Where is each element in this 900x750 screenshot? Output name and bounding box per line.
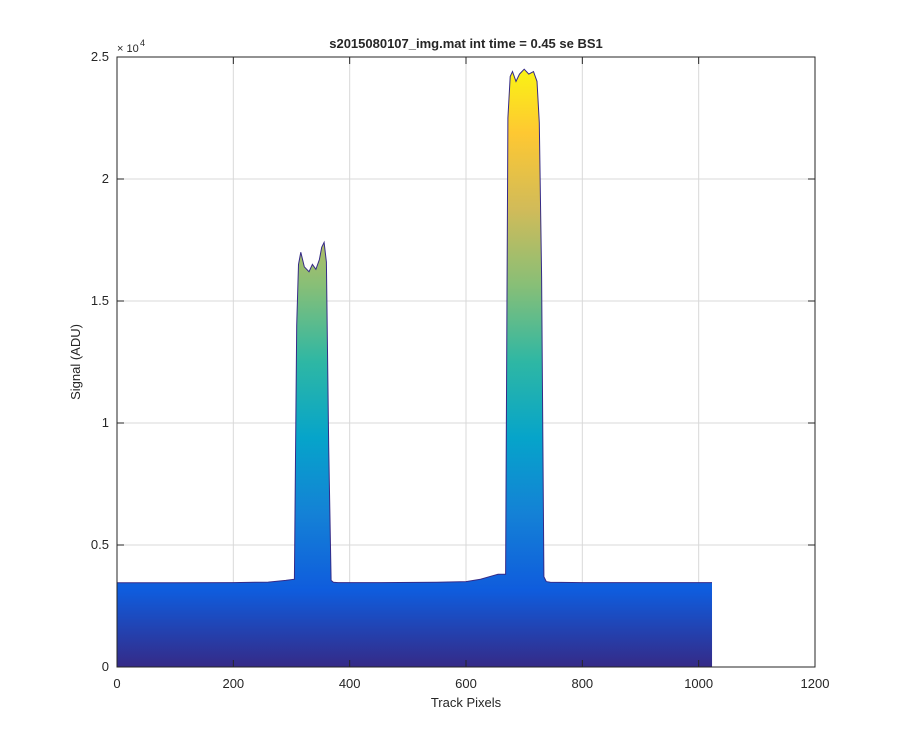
y-exponent-label: × 10 4 <box>117 38 145 55</box>
y-tick-label: 0 <box>102 659 109 674</box>
chart-title: s2015080107_img.mat int time = 0.45 se B… <box>329 36 603 51</box>
y-exponent-base: × 10 <box>117 43 139 55</box>
y-tick-labels: 0 0.5 1 1.5 2 2.5 <box>91 49 109 674</box>
x-tick-label: 600 <box>455 676 477 691</box>
x-tick-label: 1000 <box>684 676 713 691</box>
x-tick-labels: 0 200 400 600 800 1000 1200 <box>113 676 829 691</box>
y-tick-label: 1.5 <box>91 293 109 308</box>
x-tick-label: 1200 <box>801 676 830 691</box>
x-tick-label: 200 <box>222 676 244 691</box>
y-tick-label: 2 <box>102 171 109 186</box>
y-tick-label: 0.5 <box>91 537 109 552</box>
grid-lines <box>117 57 815 667</box>
axis-ticks <box>116 56 816 668</box>
signal-area-series <box>117 69 713 667</box>
x-tick-label: 400 <box>339 676 361 691</box>
y-exponent-power: 4 <box>140 38 145 48</box>
y-tick-label: 2.5 <box>91 49 109 64</box>
x-tick-label: 800 <box>571 676 593 691</box>
y-tick-label: 1 <box>102 415 109 430</box>
x-axis-label: Track Pixels <box>431 695 502 710</box>
y-axis-label: Signal (ADU) <box>68 324 83 400</box>
x-tick-label: 0 <box>113 676 120 691</box>
signal-baseline-line <box>117 68 712 584</box>
